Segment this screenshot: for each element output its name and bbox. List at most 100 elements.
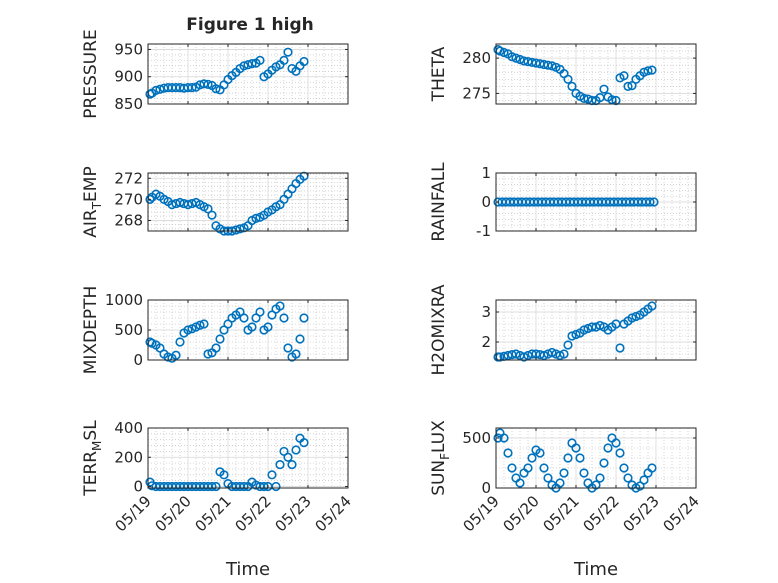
data-point	[623, 473, 633, 483]
y-tick-label: 275	[462, 84, 491, 102]
data-point	[271, 481, 281, 492]
data-point	[493, 433, 503, 443]
data-point	[543, 60, 553, 70]
data-point	[519, 352, 529, 362]
y-axis-label-main: PRESSURE	[81, 29, 101, 118]
y-axis-label-subscript: F	[438, 453, 452, 460]
y-tick-label: 400	[114, 419, 143, 437]
y-axis-label-main: THETA	[429, 46, 449, 102]
data-point	[623, 81, 633, 91]
data-point	[287, 459, 297, 470]
y-axis-label: TERRMSL	[81, 420, 104, 497]
y-tick-label: 200	[114, 448, 143, 466]
axes-frame	[147, 427, 349, 489]
data-point	[283, 47, 293, 57]
figure-title: Figure 1 high	[186, 15, 314, 35]
data-point	[211, 481, 221, 492]
data-point	[255, 307, 265, 317]
data-point	[647, 301, 657, 311]
data-point	[199, 319, 209, 329]
data-point	[595, 473, 605, 483]
data-point	[167, 200, 177, 210]
data-point	[203, 79, 213, 89]
data-point	[299, 313, 309, 323]
data-point	[295, 334, 305, 344]
data-point	[275, 459, 285, 470]
data-point	[591, 480, 601, 490]
data-point	[291, 349, 301, 359]
data-point	[649, 197, 659, 207]
y-tick-label: 1000	[105, 291, 143, 309]
data-point	[523, 463, 533, 473]
data-point	[539, 350, 549, 361]
subplot-6: 2 3 H2OMIXRA	[429, 284, 697, 376]
data-point	[639, 67, 649, 77]
data-point	[595, 320, 605, 331]
data-point	[247, 59, 257, 69]
data-point	[599, 84, 609, 94]
data-point	[175, 337, 185, 347]
y-tick-label: 0	[133, 478, 143, 496]
data-point	[611, 438, 621, 448]
data-point	[579, 93, 589, 103]
data-point	[507, 52, 517, 62]
data-point	[239, 481, 249, 492]
data-point	[645, 197, 655, 207]
subplot-4: -1 0 1 RAINFALL	[429, 162, 697, 242]
data-point	[211, 84, 221, 94]
y-tick-label: 3	[481, 303, 491, 321]
data-point	[239, 61, 249, 71]
data-point	[627, 81, 637, 91]
y-axis-label: RAINFALL	[429, 162, 449, 242]
data-point	[627, 313, 637, 323]
x-axis-label: Time	[573, 559, 618, 580]
y-tick-label: 500	[114, 321, 143, 339]
axes-frame	[495, 43, 697, 105]
data-point	[579, 468, 589, 478]
data-point	[515, 54, 525, 65]
y-tick-label: 850	[114, 95, 143, 113]
y-axis-label-subscript: T	[90, 201, 104, 210]
data-point	[631, 311, 641, 322]
data-point	[283, 343, 293, 353]
data-point	[643, 66, 653, 76]
data-point	[507, 463, 517, 473]
plot-area	[148, 44, 348, 104]
data-point	[571, 329, 581, 340]
y-axis-label-main: TERR	[81, 451, 101, 497]
data-point	[299, 171, 309, 181]
data-point	[183, 325, 193, 335]
data-point	[255, 55, 265, 65]
y-axis-label-main: H2OMIXRA	[429, 284, 449, 375]
y-axis-label-rest: EMP	[81, 166, 101, 202]
data-point	[279, 313, 289, 323]
y-axis-label-main: RAINFALL	[429, 162, 449, 242]
data-point	[603, 443, 613, 453]
data-point	[279, 55, 289, 65]
y-tick-label: 2	[481, 333, 491, 351]
data-point	[215, 334, 225, 344]
x-axis-label: Time	[225, 559, 270, 580]
data-point	[615, 448, 625, 458]
y-tick-label: 1	[481, 164, 491, 182]
data-point	[539, 463, 549, 473]
data-point	[555, 350, 565, 361]
data-point	[299, 56, 309, 67]
y-tick-label: 500	[462, 429, 491, 447]
data-point	[207, 481, 217, 492]
data-point	[563, 74, 573, 84]
data-point	[219, 470, 229, 480]
data-point	[247, 322, 257, 332]
data-point	[231, 225, 241, 235]
y-axis-label: H2OMIXRA	[429, 284, 449, 375]
data-point	[571, 443, 581, 453]
data-point	[195, 320, 205, 330]
data-point	[547, 61, 557, 71]
y-tick-label: 900	[114, 68, 143, 86]
y-tick-label: 272	[114, 169, 143, 187]
data-point	[559, 349, 569, 359]
plot-area	[496, 44, 696, 104]
y-tick-label: 0	[481, 193, 491, 211]
data-point	[515, 478, 525, 488]
